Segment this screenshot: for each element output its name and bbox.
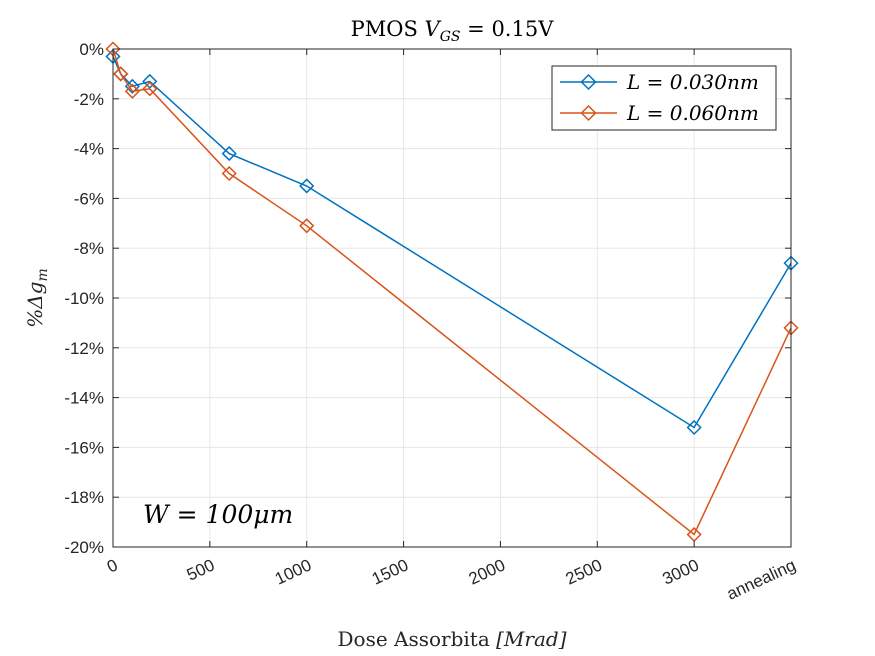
data-point-marker <box>221 165 237 182</box>
y-axis-label-subscript: m <box>35 268 51 281</box>
legend-marker-l060 <box>580 104 597 122</box>
chart-title: PMOS VGS = 0.15V <box>351 17 555 45</box>
data-point-marker <box>124 83 140 99</box>
y-tick-label: -6% <box>74 189 104 208</box>
legend-label-l030: L = 0.030nm <box>626 70 759 94</box>
series-line <box>112 48 792 536</box>
y-tick-label: -8% <box>74 239 104 258</box>
data-point-marker <box>142 73 158 89</box>
chart-title-prefix: PMOS <box>351 17 425 41</box>
legend-label-l060: L = 0.060nm <box>626 101 759 125</box>
y-tick-label: -2% <box>74 90 104 109</box>
data-point-marker <box>221 146 237 162</box>
legend-marker-l030 <box>580 73 597 91</box>
chart-title-var: V <box>425 17 442 41</box>
y-tick-label: -14% <box>64 389 104 408</box>
x-axis-label-text: Dose Assorbita <box>338 627 497 651</box>
annotation-width: W = 100μm <box>143 500 293 529</box>
y-tick-label: -10% <box>64 289 104 308</box>
data-point-marker <box>299 178 315 194</box>
y-tick-label: -16% <box>64 438 104 457</box>
y-tick-label: -18% <box>64 488 104 507</box>
y-tick-label: -20% <box>64 538 104 557</box>
y-axis-label-text: %Δg <box>23 282 47 328</box>
y-tick-label: 0% <box>79 40 104 59</box>
chart-title-subscript: GS <box>440 29 461 45</box>
x-axis-label: Dose Assorbita [Mrad] <box>338 627 567 651</box>
legend: L = 0.030nm L = 0.060nm <box>551 65 777 131</box>
data-point-marker <box>113 66 129 82</box>
data-point-marker <box>142 81 158 97</box>
y-axis-label: %Δgm <box>23 268 51 328</box>
y-tick-label: -12% <box>64 339 104 358</box>
y-tick-label: -4% <box>74 140 104 159</box>
data-point-marker <box>299 218 315 234</box>
x-axis-label-unit: [Mrad] <box>496 627 567 651</box>
chart-title-suffix: = 0.15V <box>461 17 555 41</box>
data-point-marker <box>686 419 702 436</box>
